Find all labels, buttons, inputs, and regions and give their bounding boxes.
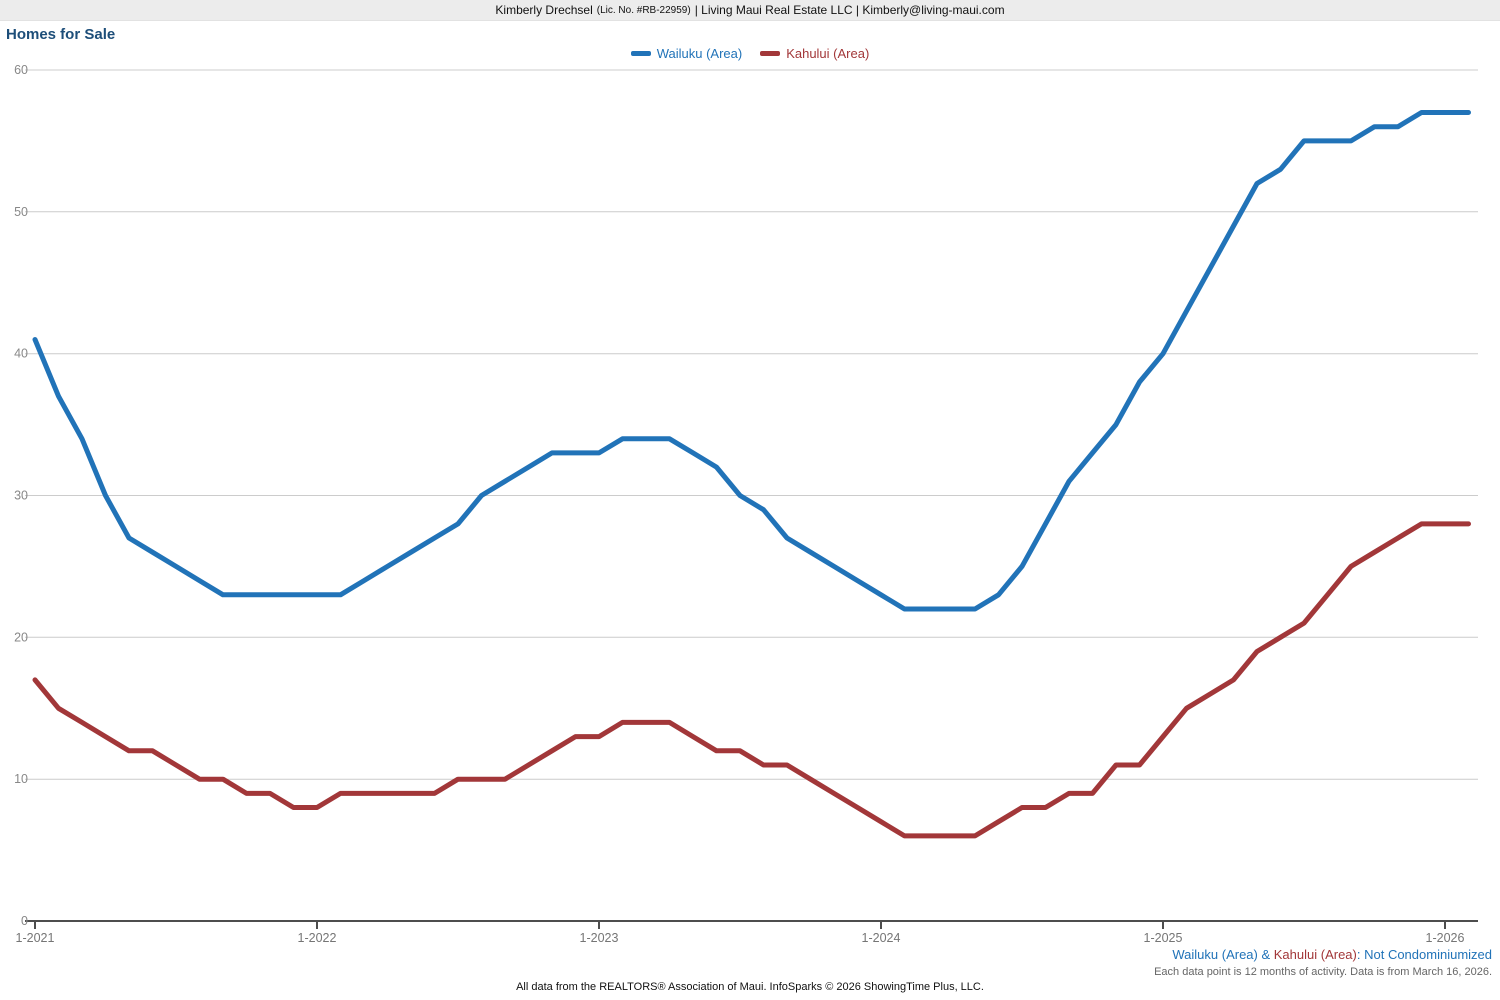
- y-tick-label-40: 40: [14, 347, 28, 361]
- y-tick-label-0: 0: [21, 914, 28, 928]
- legend-label-kahului: Kahului (Area): [786, 46, 870, 61]
- series-line-kahului: [32, 521, 1471, 839]
- series-line-wailuku: [32, 110, 1471, 612]
- company-and-email: | Living Maui Real Estate LLC | Kimberly…: [694, 3, 1005, 17]
- y-tick-label-60: 60: [14, 63, 28, 77]
- agent-name: Kimberly Drechsel: [495, 3, 593, 17]
- footnote-wailuku-label: Wailuku (Area): [1172, 947, 1258, 962]
- y-tick-label-20: 20: [14, 630, 28, 644]
- chart-footnote: Wailuku (Area) & Kahului (Area): Not Con…: [1154, 946, 1492, 981]
- legend-item-kahului: Kahului (Area): [760, 46, 869, 61]
- footnote-kahului-label: Kahului (Area): [1273, 947, 1357, 962]
- y-tick-label-50: 50: [14, 205, 28, 219]
- y-tick-label-30: 30: [14, 489, 28, 503]
- x-tick-label-1-2026: 1-2026: [1426, 931, 1465, 945]
- legend-label-wailuku: Wailuku (Area): [656, 46, 743, 61]
- agent-license-number: (Lic. No. #RB-22959): [596, 4, 691, 16]
- chart-legend: Wailuku (Area) Kahului (Area): [0, 46, 1500, 61]
- wailuku-line-swatch: [630, 51, 651, 56]
- y-tick-label-10: 10: [14, 772, 28, 786]
- footnote-ampersand: &: [1257, 947, 1274, 962]
- footnote-data-details: Each data point is 12 months of activity…: [1154, 965, 1492, 978]
- attribution-footer: All data from the REALTORS® Association …: [516, 981, 984, 993]
- page-title: Homes for Sale: [6, 26, 116, 43]
- x-tick-label-1-2023: 1-2023: [580, 931, 619, 945]
- footnote-series-note: Wailuku (Area) & Kahului (Area): Not Con…: [1154, 946, 1492, 965]
- legend-item-wailuku: Wailuku (Area): [630, 46, 743, 61]
- x-tick-label-1-2022: 1-2022: [298, 931, 337, 945]
- x-tick-label-1-2021: 1-2021: [16, 931, 55, 945]
- kahului-line-swatch: [760, 51, 781, 56]
- x-tick-label-1-2024: 1-2024: [862, 931, 901, 945]
- header-bar: Kimberly Drechsel (Lic. No. #RB-22959) |…: [0, 0, 1500, 21]
- footnote-suffix: : Not Condominiumized: [1356, 947, 1492, 962]
- x-tick-label-1-2025: 1-2025: [1144, 931, 1183, 945]
